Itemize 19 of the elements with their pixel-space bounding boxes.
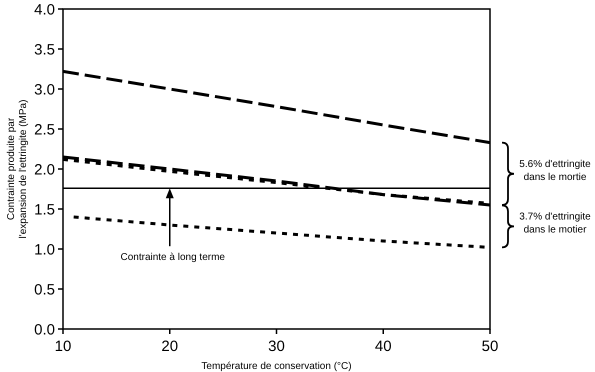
y-tick-label: 2.0 xyxy=(34,161,55,178)
y-tick-label: 4.0 xyxy=(34,1,55,18)
x-tick-label: 10 xyxy=(54,338,72,355)
x-axis-title: Température de conservation (°C) xyxy=(201,361,352,372)
y-tick-label: 1.0 xyxy=(34,241,55,258)
y-tick-label: 0.0 xyxy=(34,321,55,338)
x-tick-label: 50 xyxy=(482,338,498,355)
y-tick-label: 1.5 xyxy=(34,201,55,218)
x-tick-label: 40 xyxy=(374,338,392,355)
y-tick-label: 3.0 xyxy=(34,81,55,98)
y-tick-label: 3.5 xyxy=(34,41,55,58)
text: 5.6% d'ettringite dans le mortie xyxy=(519,158,592,183)
y-tick-label: 2.5 xyxy=(34,121,55,138)
x-tick-label: 30 xyxy=(268,338,285,355)
text: 3.7% d'ettringite dans le motier xyxy=(519,211,592,236)
y-tick-label: 0.5 xyxy=(34,281,55,298)
x-tick-label: 20 xyxy=(161,338,178,355)
y-axis-title: Contrainte produite par l'expansion de l'ettringite (MPa) xyxy=(6,100,29,238)
ref-line-label: Contrainte à long terme xyxy=(120,252,226,264)
